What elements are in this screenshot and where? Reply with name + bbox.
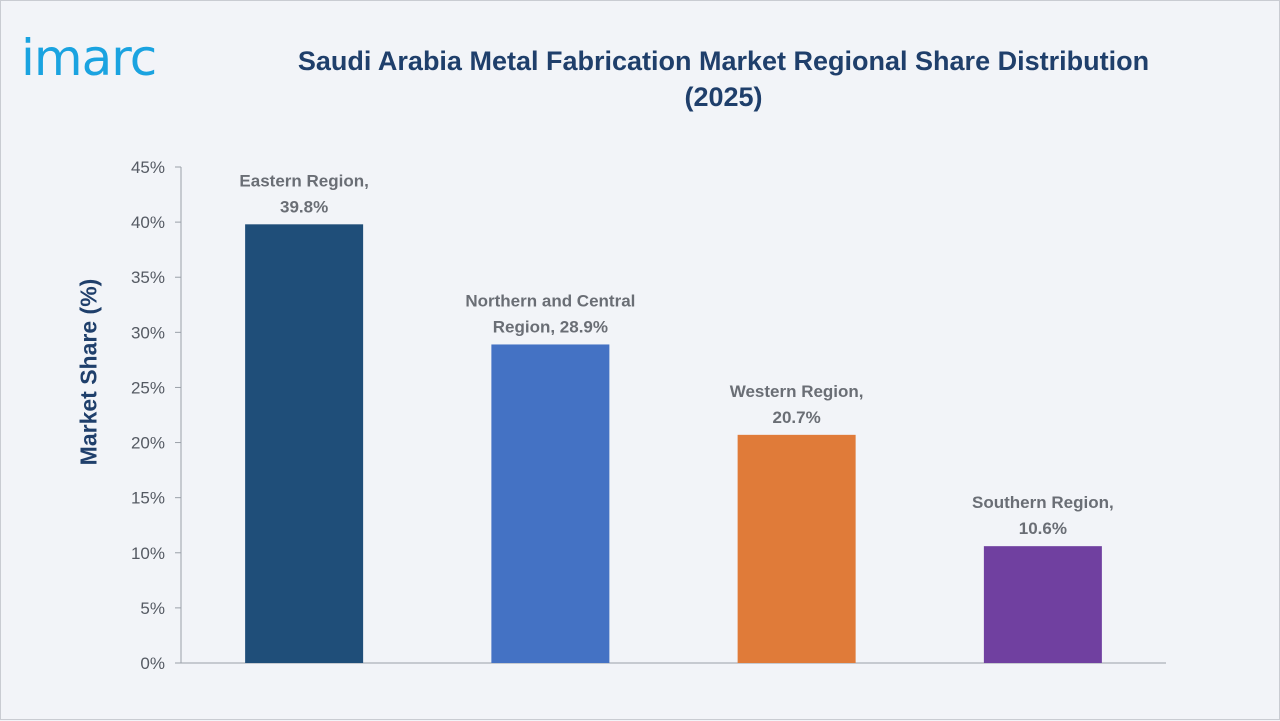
bar-data-label: Northern and Central [465,291,635,310]
y-tick-label: 35% [131,268,165,287]
logo-text: imarc [21,29,156,87]
y-tick-label: 30% [131,323,165,342]
y-tick-label: 0% [140,654,165,673]
bar [737,434,856,663]
bar-data-label: Eastern Region, [239,171,368,190]
bar [491,344,610,663]
bar [245,224,364,663]
chart-title: Saudi Arabia Metal Fabrication Market Re… [297,46,1150,112]
y-tick-label: 20% [131,434,165,453]
y-tick-label: 10% [131,544,165,563]
bar [983,546,1102,663]
y-tick-label: 15% [131,489,165,508]
bar-data-label: Region, 28.9% [493,317,608,336]
y-tick-label: 5% [140,599,165,618]
y-tick-label: 25% [131,378,165,397]
y-tick-label: 45% [131,158,165,177]
bar-data-label: 20.7% [773,408,821,427]
imarc-logo: imarc [21,29,157,87]
bar-data-label: Southern Region, [972,493,1114,512]
bar-data-label: 39.8% [280,197,328,216]
bar-data-label: 10.6% [1019,519,1067,538]
bar-data-label: Western Region, [730,382,864,401]
y-tick-label: 40% [131,213,165,232]
